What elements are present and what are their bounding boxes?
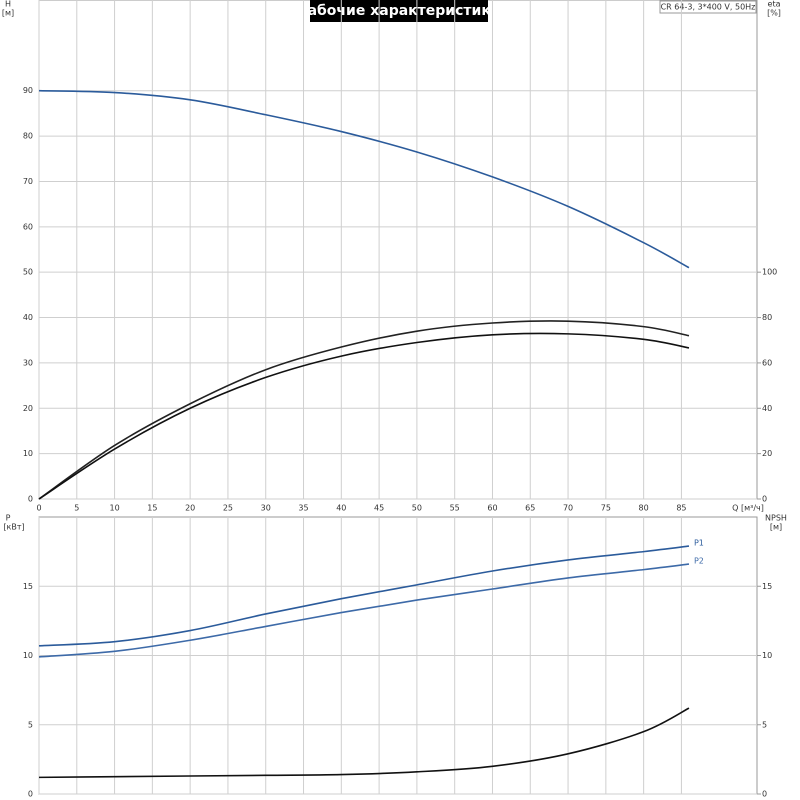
x-tick-label: 70: [563, 504, 573, 513]
title-box: [310, 0, 488, 22]
series-line: [38, 332, 690, 500]
series-label: P1: [694, 539, 704, 548]
y-axis-unit: [м]: [2, 9, 14, 18]
series-line: [38, 545, 690, 647]
y-tick-label: 50: [23, 268, 33, 277]
top-frame: [38, 0, 758, 500]
x-tick-label: 15: [147, 504, 157, 513]
y-tick-label: 90: [23, 86, 33, 95]
y-tick-label: 20: [23, 404, 33, 413]
x-tick-label: 30: [261, 504, 271, 513]
y-tick-label: 5: [28, 720, 33, 729]
x-tick-label: 25: [223, 504, 233, 513]
series-line: [38, 89, 690, 269]
y2-tick-label: 40: [762, 404, 772, 413]
y2-axis-unit: [%]: [767, 9, 781, 18]
x-axis-label: Q [м³/ч]: [732, 504, 764, 513]
x-tick-label: 75: [601, 504, 611, 513]
y-tick-label: 30: [23, 358, 33, 367]
series-label: P2: [694, 557, 704, 566]
series-line: [38, 707, 690, 779]
y-tick-label: 0: [28, 790, 33, 799]
chart-title: Рабочие характеристики: [297, 3, 500, 19]
y2-axis-label: eta: [768, 0, 781, 9]
y-tick-label: 10: [23, 449, 33, 458]
x-tick-label: 40: [336, 504, 346, 513]
series-line: [38, 320, 690, 500]
x-tick-label: 45: [374, 504, 384, 513]
y-tick-label: 10: [23, 651, 33, 660]
y-axis-label: H: [5, 0, 11, 9]
y2-tick-label: 20: [762, 449, 772, 458]
y2-tick-label: 0: [762, 495, 767, 504]
x-tick-label: 65: [525, 504, 535, 513]
x-tick-label: 55: [450, 504, 460, 513]
y2-tick-label: 5: [762, 720, 767, 729]
y-tick-label: 70: [23, 177, 33, 186]
x-tick-label: 50: [412, 504, 422, 513]
y2-axis-label: NPSH: [765, 514, 787, 523]
y-axis-unit: [кВт]: [3, 523, 24, 532]
info-box: [659, 0, 757, 14]
y-tick-label: 60: [23, 222, 33, 231]
x-tick-label: 20: [185, 504, 195, 513]
y2-tick-label: 100: [762, 268, 777, 277]
x-tick-label: 5: [74, 504, 79, 513]
y-tick-label: 80: [23, 132, 33, 141]
x-tick-label: 0: [36, 504, 41, 513]
annotation: CR 64-3, 3*400 V, 50Hz: [661, 3, 756, 12]
x-tick-label: 35: [298, 504, 308, 513]
y2-tick-label: 10: [762, 651, 772, 660]
y-tick-label: 0: [28, 495, 33, 504]
y-tick-label: 15: [23, 582, 33, 591]
y2-axis-unit: [м]: [770, 523, 782, 532]
y-tick-label: 40: [23, 313, 33, 322]
y2-tick-label: 80: [762, 313, 772, 322]
x-tick-label: 60: [487, 504, 497, 513]
x-tick-label: 80: [639, 504, 649, 513]
y-axis-label: P: [6, 514, 11, 523]
y2-tick-label: 0: [762, 790, 767, 799]
x-tick-label: 10: [109, 504, 119, 513]
x-tick-label: 85: [676, 504, 686, 513]
series-line: [38, 563, 690, 658]
y2-tick-label: 60: [762, 358, 772, 367]
y2-tick-label: 15: [762, 582, 772, 591]
